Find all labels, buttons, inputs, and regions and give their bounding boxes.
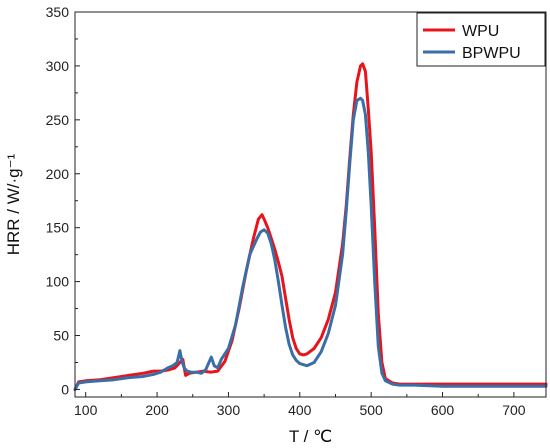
y-axis-title: HRR / W/·g⁻¹ <box>4 153 23 255</box>
x-tick-label: 400 <box>288 402 312 418</box>
plot-frame <box>74 11 547 398</box>
series-line-wpu <box>73 62 548 391</box>
y-tick-label: 200 <box>46 166 70 182</box>
series-line-bpwpu <box>73 96 548 391</box>
y-tick-label: 50 <box>53 328 69 344</box>
y-tick-label: 350 <box>46 4 70 20</box>
x-tick-label: 500 <box>359 402 383 418</box>
x-tick-label: 700 <box>502 402 526 418</box>
series-layer <box>73 62 548 391</box>
y-tick-label: 150 <box>46 220 70 236</box>
y-tick-label: 0 <box>61 381 69 397</box>
x-tick-label: 600 <box>431 402 455 418</box>
y-tick-label: 250 <box>46 112 70 128</box>
y-tick-label: 300 <box>46 58 70 74</box>
x-axis-title: T / ℃ <box>289 427 332 446</box>
legend-label-bpwpu: BPWPU <box>462 45 521 62</box>
x-tick-label: 100 <box>74 402 98 418</box>
legend: WPU BPWPU <box>416 12 546 67</box>
y-tick-label: 100 <box>46 274 70 290</box>
x-tick-label: 300 <box>217 402 241 418</box>
legend-label-wpu: WPU <box>462 23 499 40</box>
ticks-layer: 100 200 300 400 500 600 700 0 50 100 150 200 250 300 3… <box>46 4 526 418</box>
x-tick-label: 200 <box>145 402 169 418</box>
legend-box <box>416 12 546 67</box>
